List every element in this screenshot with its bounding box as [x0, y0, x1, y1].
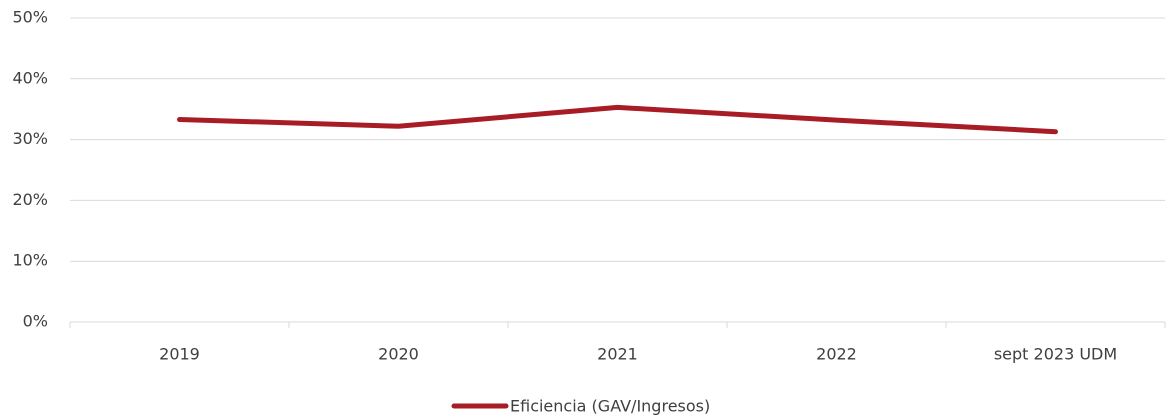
x-tick-label: sept 2023 UDM — [994, 345, 1117, 364]
y-tick-label: 0% — [23, 312, 48, 331]
data-line — [177, 104, 1058, 135]
x-tick-label: 2020 — [378, 345, 419, 364]
y-tick-label: 30% — [12, 129, 48, 148]
y-tick-label: 20% — [12, 190, 48, 209]
legend-label: Eficiencia (GAV/Ingresos) — [510, 397, 710, 416]
x-tick-label: 2021 — [597, 345, 638, 364]
x-tick-label: 2019 — [159, 345, 200, 364]
x-tick-label: 2022 — [816, 345, 857, 364]
y-tick-label: 40% — [12, 68, 48, 87]
y-tick-label: 50% — [12, 8, 48, 27]
y-tick-label: 10% — [12, 251, 48, 270]
